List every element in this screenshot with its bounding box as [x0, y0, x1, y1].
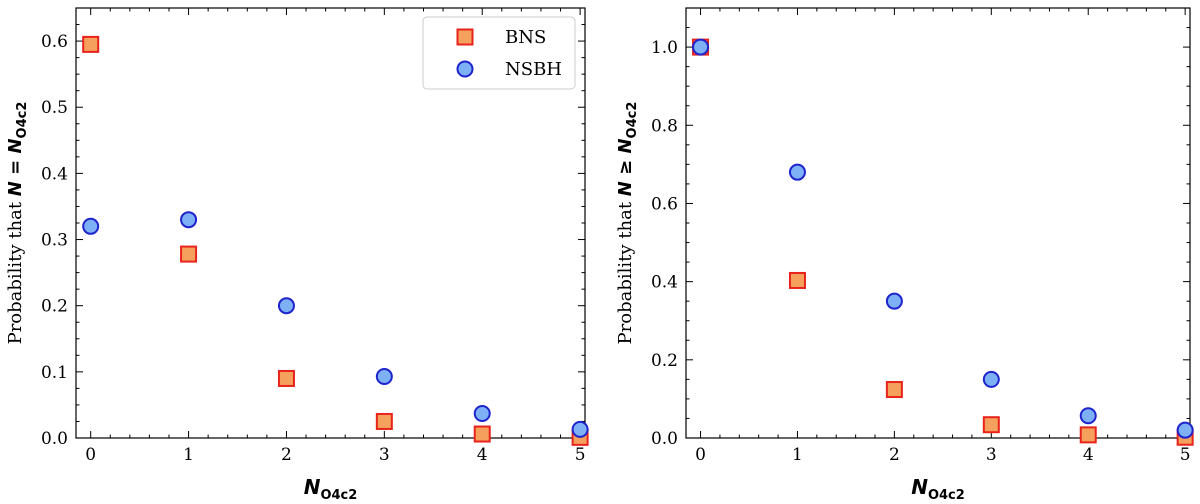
bns-point — [180, 245, 198, 263]
y-tick-label: 1.0 — [651, 38, 678, 58]
legend-label-bns: BNS — [505, 27, 546, 48]
right-panel: 0 1 2 3 4 50.00.20.40.60.81.0NO4c2Probability… — [615, 7, 1194, 503]
nsbh-point — [1079, 407, 1097, 425]
x-tick-label: 1 — [792, 445, 803, 465]
y-tick-label: 0.6 — [651, 194, 678, 214]
nsbh-point — [571, 420, 589, 438]
y-tick-label: 0.0 — [41, 429, 68, 449]
bns-point — [982, 416, 1000, 434]
y-axis-title-math: N ≥ N — [615, 138, 636, 196]
x-tick-label: 5 — [1180, 445, 1191, 465]
x-tick-label: 5 — [575, 445, 586, 465]
x-axis-title-main: N — [911, 475, 928, 499]
y-axis-title: Probability that N ≥ NO4c2 — [615, 102, 640, 345]
y-tick-label: 0.1 — [41, 363, 68, 383]
y-axis-title-sub: O4c2 — [625, 102, 640, 139]
right-axes-frame — [685, 7, 1191, 439]
x-axis-title: NO4c2 — [911, 475, 965, 503]
y-tick-label: 0.4 — [41, 164, 68, 184]
bns-point — [473, 425, 491, 443]
bns-point — [885, 381, 903, 399]
nsbh-point — [180, 211, 198, 229]
x-tick-label: 2 — [889, 445, 900, 465]
nsbh-point — [788, 163, 806, 181]
y-tick-label: 0.5 — [41, 98, 68, 118]
y-tick-label: 0.2 — [651, 351, 678, 371]
x-tick-label: 3 — [986, 445, 997, 465]
y-axis-title-sub: O4c2 — [15, 102, 30, 139]
bns-point — [1079, 426, 1097, 444]
x-axis-title-sub: O4c2 — [928, 488, 965, 503]
y-axis-title-prefix: Probability that — [615, 196, 636, 344]
y-tick-label: 0.0 — [651, 429, 678, 449]
x-tick-label: 2 — [281, 445, 292, 465]
bns-point — [277, 369, 295, 387]
y-tick-label: 0.6 — [41, 32, 68, 52]
y-axis-title-math: N = N — [5, 138, 26, 196]
y-axis-title-prefix: Probability that — [5, 196, 26, 344]
x-tick-label: 1 — [183, 445, 194, 465]
bns-point — [82, 35, 100, 53]
y-tick-label: 0.4 — [651, 273, 678, 293]
nsbh-point — [1176, 421, 1194, 439]
x-tick-label: 3 — [379, 445, 390, 465]
x-tick-label: 0 — [695, 445, 706, 465]
y-tick-label: 0.8 — [651, 116, 678, 136]
x-axis-title-main: N — [304, 475, 321, 499]
nsbh-point — [277, 297, 295, 315]
x-axis-title: NO4c2 — [304, 475, 358, 503]
nsbh-point — [692, 38, 710, 56]
legend: BNS NSBH — [422, 16, 576, 90]
legend-marker-bns — [456, 28, 474, 46]
y-tick-label: 0.3 — [41, 231, 68, 251]
x-tick-label: 4 — [477, 445, 488, 465]
nsbh-point — [375, 367, 393, 385]
y-tick-label: 0.2 — [41, 297, 68, 317]
legend-label-nsbh: NSBH — [505, 59, 562, 80]
left-panel: 0 1 2 3 4 50.00.10.20.30.40.50.6NO4c2Probabil… — [5, 7, 589, 503]
bns-point — [375, 412, 393, 430]
x-tick-label: 0 — [85, 445, 96, 465]
y-axis-title: Probability that N = NO4c2 — [5, 102, 30, 345]
nsbh-point — [82, 217, 100, 235]
bns-point — [788, 271, 806, 289]
nsbh-point — [473, 405, 491, 423]
x-tick-label: 4 — [1083, 445, 1094, 465]
x-axis-title-sub: O4c2 — [320, 488, 357, 503]
nsbh-point — [885, 292, 903, 310]
nsbh-point — [982, 370, 1000, 388]
legend-marker-nsbh — [456, 60, 474, 78]
